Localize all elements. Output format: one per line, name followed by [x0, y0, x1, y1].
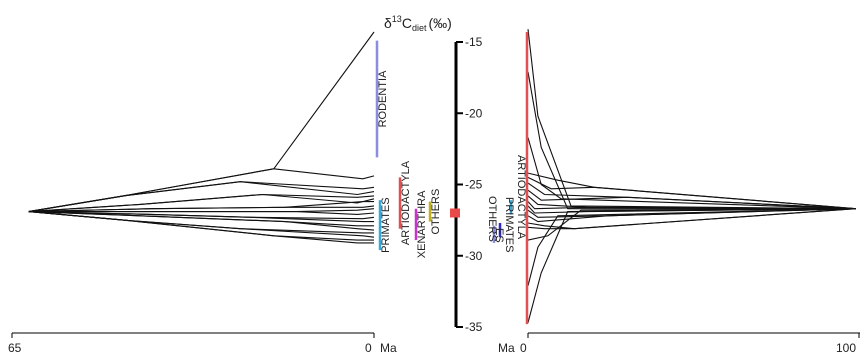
left-lineage-3 — [28, 181, 375, 213]
y-tick-label--15: -15 — [465, 35, 483, 49]
chart-title: δ13Cdiet (‰) — [384, 14, 452, 33]
right-lineage-2 — [527, 137, 856, 210]
right-clade-label-primates: PRIMATES — [503, 197, 515, 252]
right-x-axis-unit: Ma — [498, 341, 515, 355]
left-lineage-5 — [28, 193, 375, 213]
y-tick-label--20: -20 — [465, 106, 483, 120]
right-lineage-13 — [527, 208, 856, 230]
left-panel-lineages — [28, 31, 375, 244]
right-clade-label-artiodactyla: ARTIODACTYLA — [515, 155, 527, 240]
y-axis-ticks: -15 -20 -25 -30 -35 — [456, 35, 483, 334]
right-clade-label-others: OTHERS — [486, 196, 498, 242]
left-lineage-11 — [28, 211, 374, 223]
right-lineage-14 — [527, 208, 856, 241]
right-clade-label-es: ES — [493, 228, 505, 243]
y-tick-label--25: -25 — [465, 178, 483, 192]
left-x-axis-unit: Ma — [380, 341, 397, 355]
right-panel-lineages — [527, 29, 856, 323]
left-x-axis: 65 0 Ma — [8, 332, 397, 355]
right-lineage-0 — [527, 29, 856, 210]
left-clade-label-xenarthra: XENARTHRA — [416, 190, 428, 258]
left-clade-label-others: OTHERS — [430, 189, 442, 235]
right-lineage-11 — [527, 208, 856, 223]
right-lineage-6 — [527, 189, 856, 210]
right-x-axis: Ma 0 100 — [498, 332, 860, 355]
right-lineage-4 — [527, 176, 856, 210]
center-marker — [450, 208, 460, 218]
left-lineage-17 — [28, 211, 374, 241]
left-x-tick-label-65: 65 — [8, 341, 22, 355]
right-lineage-8 — [527, 201, 856, 210]
left-lineage-14 — [28, 211, 374, 234]
right-lineage-15 — [527, 208, 856, 286]
y-tick-label--30: -30 — [465, 249, 483, 263]
left-clade-label-rodentia: RODENTIA — [377, 70, 389, 128]
right-lineage-1 — [527, 71, 856, 210]
left-clade-label-artiodactyla: ARTIODACTYLA — [400, 160, 412, 245]
right-lineage-16 — [527, 208, 856, 323]
left-lineage-0 — [28, 31, 375, 213]
left-lineage-7 — [28, 205, 375, 213]
left-lineage-13 — [28, 211, 375, 231]
y-tick-label--35: -35 — [465, 320, 483, 334]
right-x-tick-label-100: 100 — [836, 341, 856, 355]
left-x-tick-label-0: 0 — [365, 341, 372, 355]
left-clade-label-primates: PRIMATES — [380, 197, 392, 252]
right-x-tick-label-0: 0 — [520, 341, 527, 355]
left-lineage-9 — [28, 208, 375, 213]
